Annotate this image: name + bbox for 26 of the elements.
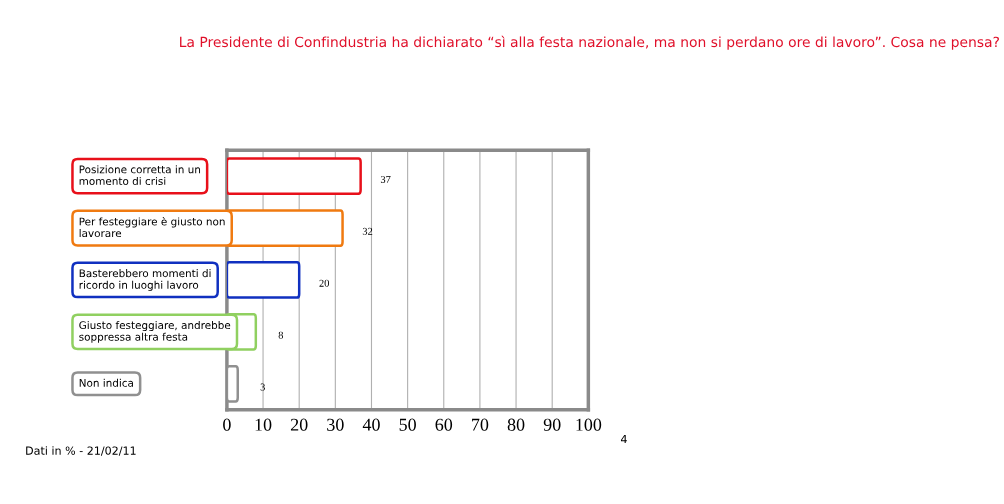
data-label: 37: [380, 175, 391, 183]
y-tick-label: Per festeggiare è giusto non lavorare: [79, 216, 225, 238]
text: Dati in % - 21/02/11: [26, 446, 136, 456]
x-tick-label: 60: [435, 418, 453, 431]
y-tick-label: Basterebbero momenti di ricordo in luoghi lavoro: [79, 269, 211, 291]
chart-title: La Presidente di Confindustria ha dichiarato “sì alla festa nazionale, ma non si perdano ore di lavoro”. Cosa ne pensa?: [180, 35, 999, 50]
data-label: 3: [260, 383, 265, 391]
x-tick-label: 0: [223, 418, 231, 431]
bar: [226, 157, 362, 196]
y-tick-label: Posizione corretta in un momento di crisi: [79, 165, 201, 185]
x-tick-label: 40: [362, 418, 380, 431]
data-label: 32: [362, 227, 373, 235]
x-tick-label: 10: [255, 418, 272, 431]
text: 4: [620, 434, 627, 444]
x-tick-label: 30: [327, 418, 344, 431]
x-tick-label: 70: [472, 418, 489, 431]
x-tick-label: 100: [576, 418, 602, 431]
x-tick-label: 80: [507, 418, 525, 431]
y-tick-label: Non indica: [79, 378, 133, 387]
bar: [226, 261, 301, 299]
data-label: 20: [319, 279, 329, 287]
x-tick-label: 50: [399, 418, 416, 431]
data-label: 8: [278, 331, 284, 339]
y-tick-label: Giusto festeggiare, andrebbe soppressa altra festa: [79, 321, 231, 343]
x-tick-label: 90: [543, 418, 561, 431]
x-tick-label: 20: [290, 418, 308, 431]
